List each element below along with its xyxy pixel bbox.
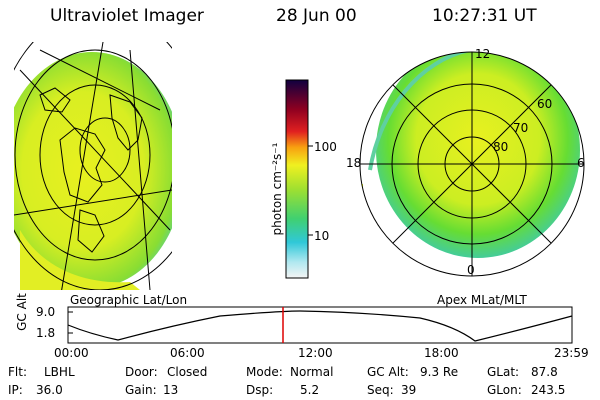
time-label: 10:27:31 UT — [432, 6, 537, 26]
status-mode-key: Mode: — [246, 365, 283, 379]
left-panel-label: Geographic Lat/Lon — [70, 293, 188, 307]
status-ip-value: 36.0 — [36, 383, 63, 397]
status-glat-value: 87.8 — [531, 365, 558, 379]
altitude-xtick-0600: 06:00 — [170, 346, 205, 360]
status-door-key: Door: — [125, 365, 158, 379]
altitude-xtick-2359: 23:59 — [554, 346, 589, 360]
lat-label-60: 60 — [537, 97, 553, 111]
right-panel-label: Apex MLat/MLT — [437, 293, 527, 307]
colorbar-unit-label: photon cm⁻²s⁻¹ — [270, 142, 284, 236]
status-mode-value: Normal — [290, 365, 334, 379]
status-door-value: Closed — [167, 365, 208, 379]
status-glon-key: GLon: — [487, 383, 522, 397]
altitude-ylabel: GC Alt — [15, 293, 29, 331]
mlt-label-18: 18 — [346, 156, 362, 170]
altitude-ytick-9: 9.0 — [36, 305, 56, 319]
status-dsp-key: Dsp: — [246, 383, 274, 397]
status-gain-value: 13 — [163, 383, 179, 397]
status-seq-value: 39 — [401, 383, 417, 397]
mlt-label-6: 6 — [577, 156, 585, 170]
lat-label-80: 80 — [493, 140, 509, 154]
mlt-label-0: 0 — [467, 263, 475, 277]
colorbar-tick-100: 100 — [314, 140, 337, 154]
instrument-title: Ultraviolet Imager — [50, 6, 204, 26]
altitude-xtick-1800: 18:00 — [424, 346, 459, 360]
lat-label-70: 70 — [513, 121, 529, 135]
status-glat-key: GLat: — [487, 365, 520, 379]
status-gain-key: Gain: — [125, 383, 157, 397]
status-flt-value: LBHL — [44, 365, 75, 379]
status-seq-key: Seq: — [367, 383, 394, 397]
status-gcalt-value: 9.3 Re — [420, 365, 459, 379]
date-label: 28 Jun 00 — [276, 6, 357, 26]
status-flt-key: Flt: — [8, 365, 27, 379]
altitude-ytick-1-8: 1.8 — [36, 326, 56, 340]
colorbar-tick-10: 10 — [314, 229, 330, 243]
mlt-label-12: 12 — [475, 47, 491, 61]
status-glon-value: 243.5 — [531, 383, 566, 397]
status-gcalt-key: GC Alt: — [367, 365, 409, 379]
altitude-xtick-1200: 12:00 — [298, 346, 333, 360]
status-dsp-value: 5.2 — [300, 383, 320, 397]
altitude-xtick-0000: 00:00 — [54, 346, 89, 360]
status-ip-key: IP: — [8, 383, 23, 397]
